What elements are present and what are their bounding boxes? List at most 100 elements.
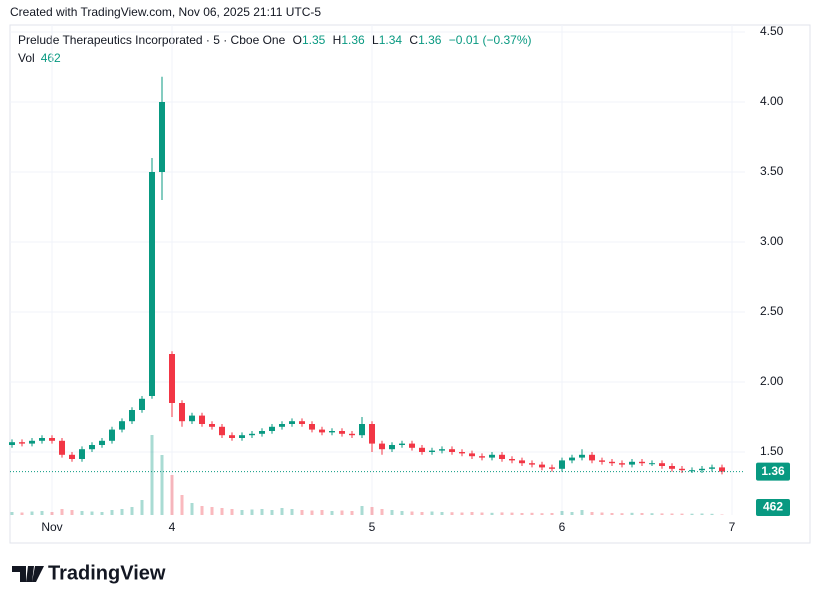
x-tick-label: Nov <box>41 520 62 534</box>
volume-bar <box>421 512 424 515</box>
candle-body <box>169 354 175 403</box>
x-tick-label: 4 <box>169 520 176 534</box>
candle-body <box>689 470 695 471</box>
vol-value: 462 <box>41 51 61 65</box>
volume-bar <box>551 513 554 515</box>
candle-body <box>369 424 375 444</box>
candle-body <box>319 430 325 433</box>
candle-body <box>259 431 265 434</box>
volume-bar <box>661 513 664 515</box>
candle-body <box>709 467 715 468</box>
candle-body <box>409 444 415 448</box>
volume-tag-label: 462 <box>763 500 783 514</box>
volume-bar <box>121 509 124 515</box>
candle-body <box>459 452 465 453</box>
h-label: H <box>333 33 342 47</box>
candle-body <box>359 424 365 435</box>
candle-body <box>669 466 675 469</box>
volume-bar <box>71 510 74 515</box>
candle-body <box>159 102 165 172</box>
logo-mark <box>12 566 44 582</box>
candle-body <box>129 410 135 421</box>
volume-bar <box>221 508 224 515</box>
volume-bar <box>611 513 614 515</box>
candle-body <box>379 444 385 450</box>
candle-body <box>429 451 435 452</box>
volume-bar <box>521 513 524 515</box>
candle-body <box>599 460 605 461</box>
candle-body <box>19 442 25 443</box>
volume-bar <box>91 512 94 516</box>
volume-bar <box>21 513 24 516</box>
c-value: 1.36 <box>418 33 442 47</box>
o-label: O <box>293 33 302 47</box>
candle-body <box>479 456 485 457</box>
volume-bar <box>431 512 434 516</box>
volume-bar <box>261 509 264 515</box>
brand: TradingView <box>48 562 166 584</box>
volume-bar <box>341 511 344 516</box>
candle-body <box>439 449 445 450</box>
volume-bar <box>401 511 404 515</box>
volume-bar <box>141 500 144 515</box>
candle-body <box>49 438 55 441</box>
candle-body <box>89 445 95 449</box>
change: −0.01 (−0.37%) <box>449 33 532 47</box>
volume-bar <box>481 513 484 516</box>
volume-bar <box>201 506 204 515</box>
c-label: C <box>409 33 418 47</box>
candle-body <box>619 463 625 464</box>
volume-bar <box>251 510 254 516</box>
candle-body <box>179 403 185 421</box>
volume-bar <box>61 509 64 515</box>
candle-body <box>529 463 535 464</box>
candle-body <box>279 424 285 427</box>
candle-body <box>679 469 685 470</box>
volume-bar <box>41 511 44 515</box>
volume-bar <box>171 475 174 515</box>
candle-body <box>559 460 565 468</box>
volume-bar <box>391 510 394 515</box>
candle-body <box>659 463 665 466</box>
volume-bar <box>381 509 384 515</box>
volume-bar <box>571 512 574 515</box>
candle-body <box>449 449 455 452</box>
candle-body <box>239 435 245 438</box>
candle-body <box>119 421 125 429</box>
candle-body <box>539 465 545 468</box>
candle-body <box>719 467 725 471</box>
volume-bar <box>51 512 54 515</box>
candle-body <box>609 462 615 463</box>
volume-bar <box>461 513 464 516</box>
legend-line: Prelude Therapeutics Incorporated · 5 · … <box>18 33 532 47</box>
symbol: Prelude Therapeutics Incorporated · 5 · … <box>18 33 286 47</box>
volume-bar <box>231 509 234 515</box>
y-tick-label: 2.00 <box>760 374 784 388</box>
candle-body <box>649 463 655 464</box>
volume-bar <box>111 510 114 515</box>
candle-body <box>209 424 215 427</box>
volume-bar <box>241 510 244 515</box>
candle-body <box>269 427 275 431</box>
volume-bar <box>281 508 284 515</box>
volume-bar <box>371 507 374 515</box>
created-note: Created with TradingView.com, Nov 06, 20… <box>10 5 321 19</box>
volume-bar <box>601 513 604 516</box>
candle-body <box>419 448 425 452</box>
l-value: 1.34 <box>379 33 403 47</box>
volume-bar <box>161 455 164 515</box>
volume-bar <box>471 512 474 515</box>
volume-bar <box>81 511 84 515</box>
volume-bar <box>181 495 184 515</box>
volume-bar <box>411 512 414 516</box>
candle-body <box>249 434 255 435</box>
candle-body <box>469 453 475 456</box>
volume-bar <box>211 507 214 515</box>
candle-body <box>519 460 525 463</box>
candle-body <box>39 438 45 441</box>
volume-bar <box>531 513 534 515</box>
y-tick-label: 4.50 <box>760 24 784 38</box>
volume-bar <box>191 503 194 515</box>
volume-bar <box>641 513 644 515</box>
candle-body <box>499 455 505 459</box>
